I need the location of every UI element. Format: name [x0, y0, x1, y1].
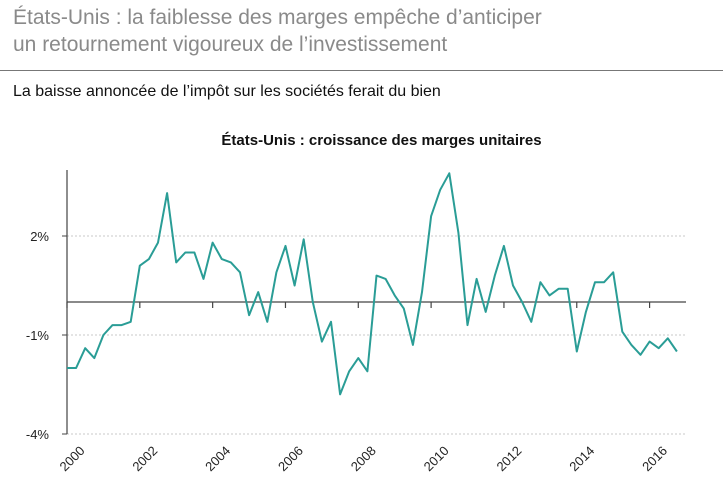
- subheadline: La baisse annoncée de l’impôt sur les so…: [13, 83, 441, 100]
- x-tick-label: 2016: [639, 443, 670, 474]
- series-line: [67, 172, 678, 396]
- x-tick-label: 2002: [129, 443, 160, 474]
- headline-line-2: un retournement vigoureux de l’investiss…: [13, 33, 448, 56]
- headline: États-Unis : la faiblesse des marges emp…: [13, 4, 713, 58]
- x-tick-label: 2006: [275, 443, 306, 474]
- x-tick-label: 2014: [566, 443, 597, 474]
- x-tick-label: 2004: [202, 443, 233, 474]
- x-tick-label: 2008: [348, 443, 379, 474]
- y-tick-label: 2%: [30, 229, 49, 244]
- y-tick-label: -1%: [26, 328, 50, 343]
- x-tick-label: 2010: [421, 443, 452, 474]
- headline-divider: [0, 70, 723, 71]
- headline-line-1: États-Unis : la faiblesse des marges emp…: [13, 6, 542, 29]
- x-tick-label: 2000: [57, 443, 88, 474]
- chart-title: États-Unis : croissance des marges unita…: [221, 132, 541, 149]
- x-tick-label: 2012: [493, 443, 524, 474]
- y-tick-label: -4%: [26, 427, 50, 442]
